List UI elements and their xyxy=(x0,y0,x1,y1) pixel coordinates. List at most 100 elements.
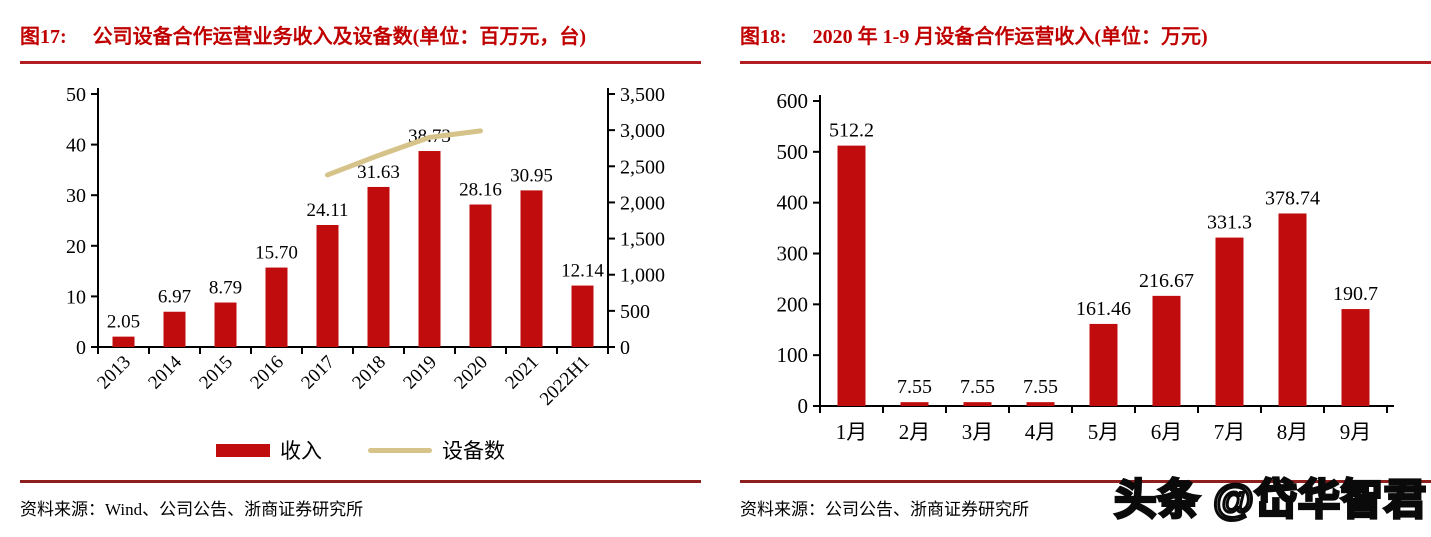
legend-item-devices: 设备数 xyxy=(368,435,505,465)
bar-2016 xyxy=(265,267,288,347)
y-tick-label: 100 xyxy=(777,343,809,367)
figure-17-chart: 0102030405005001,0001,5002,0002,5003,000… xyxy=(66,86,665,410)
figure-18-chart: 0 100 200 300 400 500 600 512.2 7.55 7.55 7.55 161.… xyxy=(777,89,1394,444)
y-tick-label: 400 xyxy=(777,191,809,215)
x-label-2018: 2018 xyxy=(348,352,390,394)
y-tick-label: 0 xyxy=(76,337,86,359)
bar-2020 xyxy=(469,204,492,347)
x-label-2021: 2021 xyxy=(501,352,543,394)
y-tick-label: 200 xyxy=(777,292,809,316)
bar-value-label: 7.55 xyxy=(897,376,932,398)
x-label-6月: 6月 xyxy=(1151,420,1183,444)
figure-18-panel: 图18: 2020 年 1-9 月设备合作运营收入(单位：万元) 0 100 200 3… xyxy=(740,14,1431,524)
bar-2015 xyxy=(214,302,237,347)
bar-value-label: 190.7 xyxy=(1333,283,1378,305)
figure-18-title-row: 图18: 2020 年 1-9 月设备合作运营收入(单位：万元) xyxy=(740,14,1431,64)
bar-value-label: 15.70 xyxy=(255,243,298,264)
bar-value-label: 31.63 xyxy=(357,162,400,183)
source-label: 资料来源： xyxy=(20,500,105,519)
y2-tick-label: 3,500 xyxy=(620,86,665,106)
bar-value-label: 30.95 xyxy=(510,165,553,186)
x-label-2015: 2015 xyxy=(195,352,237,394)
bar-value-label: 28.16 xyxy=(459,180,502,201)
bar-7月 xyxy=(1215,237,1244,406)
revenue-bar-swatch-icon xyxy=(216,443,270,457)
bar-2017 xyxy=(316,225,339,347)
y-tick-label: 500 xyxy=(777,140,809,164)
y-tick-label: 20 xyxy=(66,236,86,258)
bar-2014 xyxy=(163,311,186,347)
watermark: 头条 @岱华智君 xyxy=(1113,475,1428,525)
figure-17-caption: 公司设备合作运营业务收入及设备数(单位：百万元，台) xyxy=(92,26,586,48)
x-label-1月: 1月 xyxy=(836,420,868,444)
legend-label-revenue: 收入 xyxy=(280,439,322,463)
bar-value-label: 7.55 xyxy=(1023,376,1058,398)
bar-2019 xyxy=(418,151,441,347)
y2-tick-label: 1,000 xyxy=(620,265,665,287)
figure-17-title-row: 图17: 公司设备合作运营业务收入及设备数(单位：百万元，台) xyxy=(20,14,701,64)
bar-2月 xyxy=(900,402,929,406)
bar-value-label: 331.3 xyxy=(1207,212,1252,234)
bar-2013 xyxy=(112,336,135,347)
bar-2022H1 xyxy=(571,285,594,347)
bar-value-label: 2.05 xyxy=(107,312,140,333)
bar-value-label: 24.11 xyxy=(306,200,348,221)
bar-6月 xyxy=(1152,295,1181,406)
x-label-5月: 5月 xyxy=(1088,420,1120,444)
y2-tick-label: 0 xyxy=(620,337,630,359)
x-label-2022H1: 2022H1 xyxy=(536,352,594,410)
y2-tick-label: 1,500 xyxy=(620,229,665,251)
devices-line-swatch-icon xyxy=(368,447,432,453)
legend-label-devices: 设备数 xyxy=(442,439,505,463)
bar-value-label: 8.79 xyxy=(209,278,242,299)
bar-value-label: 12.14 xyxy=(561,261,604,282)
y2-tick-label: 500 xyxy=(620,301,650,323)
legend-item-revenue: 收入 xyxy=(216,435,322,465)
bar-2018 xyxy=(367,186,390,347)
y2-tick-label: 2,500 xyxy=(620,156,665,178)
y2-tick-label: 3,000 xyxy=(620,120,665,142)
bar-8月 xyxy=(1278,213,1307,406)
y-tick-label: 50 xyxy=(66,86,86,106)
y2-tick-label: 2,000 xyxy=(620,192,665,214)
y-tick-label: 600 xyxy=(777,89,809,113)
y-tick-label: 300 xyxy=(777,242,809,266)
device-count-line xyxy=(325,128,483,178)
y-tick-label: 0 xyxy=(798,394,809,418)
figure-17-legend: 收入 设备数 xyxy=(20,435,701,465)
bar-3月 xyxy=(963,402,992,406)
x-label-2013: 2013 xyxy=(93,352,135,394)
x-label-2017: 2017 xyxy=(297,352,339,394)
bar-value-label: 378.74 xyxy=(1265,187,1320,209)
x-label-8月: 8月 xyxy=(1277,420,1309,444)
x-label-2020: 2020 xyxy=(450,352,492,394)
figure-18-label: 图18: xyxy=(740,26,787,48)
bar-value-label: 6.97 xyxy=(158,287,191,308)
figure-17-source-row: 资料来源：Wind、公司公告、浙商证券研究所 xyxy=(20,480,701,520)
figure-18-source-row: 资料来源：公司公告、浙商证券研究所 xyxy=(740,480,1431,520)
y-tick-label: 10 xyxy=(66,286,86,308)
x-label-3月: 3月 xyxy=(962,420,994,444)
figure-17-label: 图17: xyxy=(20,26,67,48)
bar-2021 xyxy=(520,190,543,347)
x-label-9月: 9月 xyxy=(1340,420,1372,444)
figure-17-panel: 图17: 公司设备合作运营业务收入及设备数(单位：百万元，台) 0 10 20 30 40… xyxy=(20,14,701,524)
x-label-7月: 7月 xyxy=(1214,420,1246,444)
bar-1月 xyxy=(837,145,866,407)
figure-18-caption: 2020 年 1-9 月设备合作运营收入(单位：万元) xyxy=(812,26,1208,48)
x-label-2014: 2014 xyxy=(144,351,186,393)
source-text: 公司公告、浙商证券研究所 xyxy=(825,500,1029,519)
bar-value-label: 161.46 xyxy=(1076,298,1131,320)
bar-value-label: 7.55 xyxy=(960,376,995,398)
x-label-2019: 2019 xyxy=(399,352,441,394)
y-tick-label: 30 xyxy=(66,185,86,207)
x-label-4月: 4月 xyxy=(1025,420,1057,444)
x-label-2月: 2月 xyxy=(899,420,931,444)
bar-value-label: 512.2 xyxy=(829,120,874,142)
bar-4月 xyxy=(1026,402,1055,406)
source-label: 资料来源： xyxy=(740,500,825,519)
y-tick-label: 40 xyxy=(66,135,86,157)
bar-9月 xyxy=(1341,309,1370,406)
source-text: Wind、公司公告、浙商证券研究所 xyxy=(105,500,364,519)
